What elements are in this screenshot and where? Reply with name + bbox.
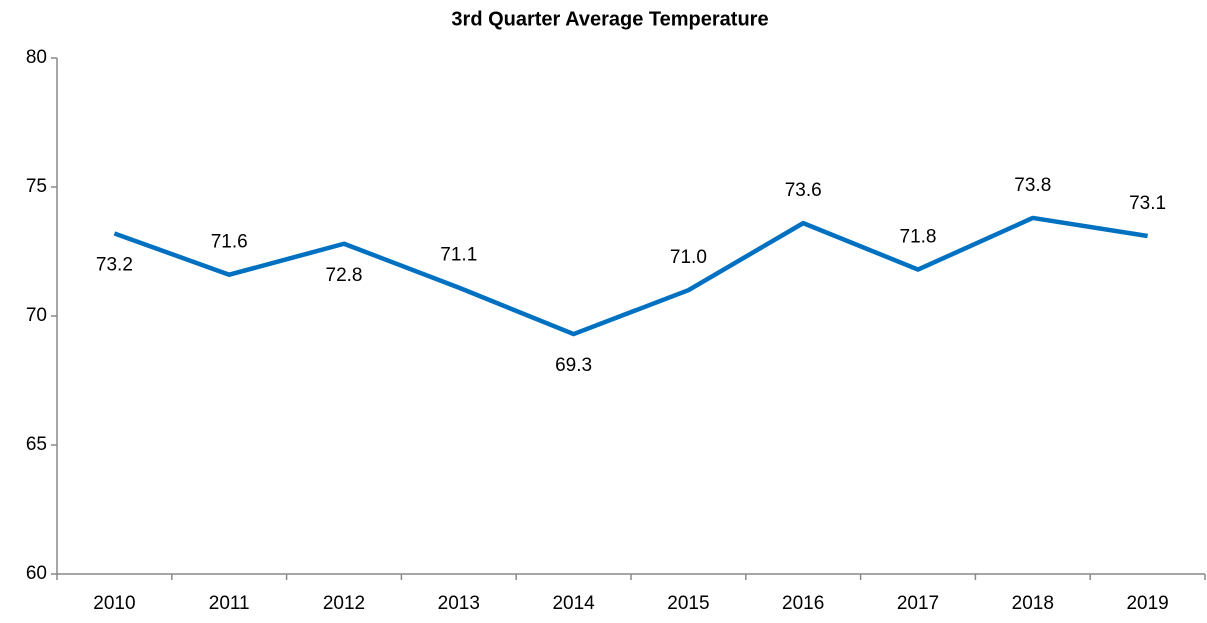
data-label: 71.1 xyxy=(440,245,477,266)
x-tick-label: 2013 xyxy=(438,593,480,614)
x-tick-label: 2018 xyxy=(1012,593,1054,614)
data-label: 71.8 xyxy=(900,227,937,248)
line xyxy=(113,215,1148,337)
x-tick-label: 2012 xyxy=(323,593,365,614)
data-label: 73.8 xyxy=(1014,175,1051,196)
x-tick-label: 2019 xyxy=(1126,593,1168,614)
x-tick-label: 2015 xyxy=(667,593,709,614)
data-label: 71.6 xyxy=(211,232,248,253)
data-label: 73.2 xyxy=(96,254,133,275)
data-label: 72.8 xyxy=(326,265,363,286)
chart-title: 3rd Quarter Average Temperature xyxy=(451,8,768,30)
y-tick-label: 70 xyxy=(26,305,47,326)
x-tick-label: 2011 xyxy=(209,593,250,614)
y-tick-label: 75 xyxy=(26,176,47,197)
y-tick-label: 60 xyxy=(26,563,47,584)
y-tick-label: 80 xyxy=(26,47,47,68)
data-label: 71.0 xyxy=(670,247,707,268)
data-label: 73.1 xyxy=(1129,193,1166,214)
data-label: 69.3 xyxy=(555,355,592,376)
x-tick-label: 2010 xyxy=(93,593,135,614)
x-tick-label: 2016 xyxy=(782,593,824,614)
x-tick-label: 2017 xyxy=(897,593,939,614)
y-tick-label: 65 xyxy=(26,434,47,455)
data-label: 73.6 xyxy=(785,180,822,201)
x-tick-label: 2014 xyxy=(552,593,595,614)
